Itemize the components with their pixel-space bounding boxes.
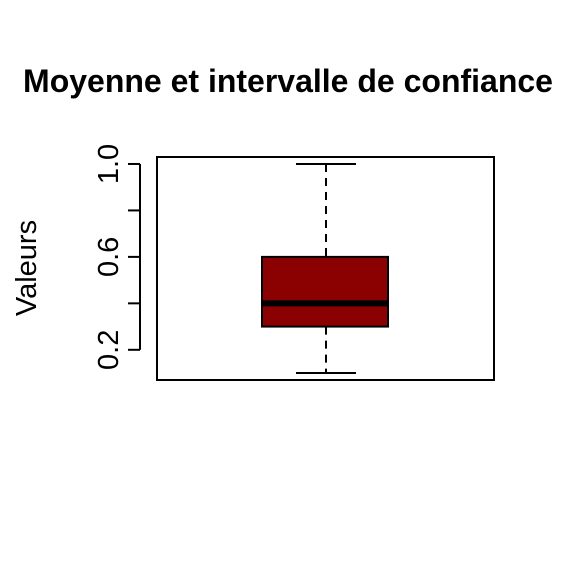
- plot-frame: [156, 156, 495, 381]
- y-tick-label: 0.6: [93, 237, 125, 277]
- box-iqr: [261, 255, 389, 328]
- y-axis-label: Valeurs: [11, 220, 43, 316]
- y-tick-label: 1.0: [93, 144, 125, 184]
- y-axis: 0.2 0.6 1.0: [93, 144, 141, 370]
- chart-title: Moyenne et intervalle de confiance: [23, 63, 553, 99]
- boxplot: [261, 162, 389, 375]
- y-tick-label: 0.2: [93, 330, 125, 370]
